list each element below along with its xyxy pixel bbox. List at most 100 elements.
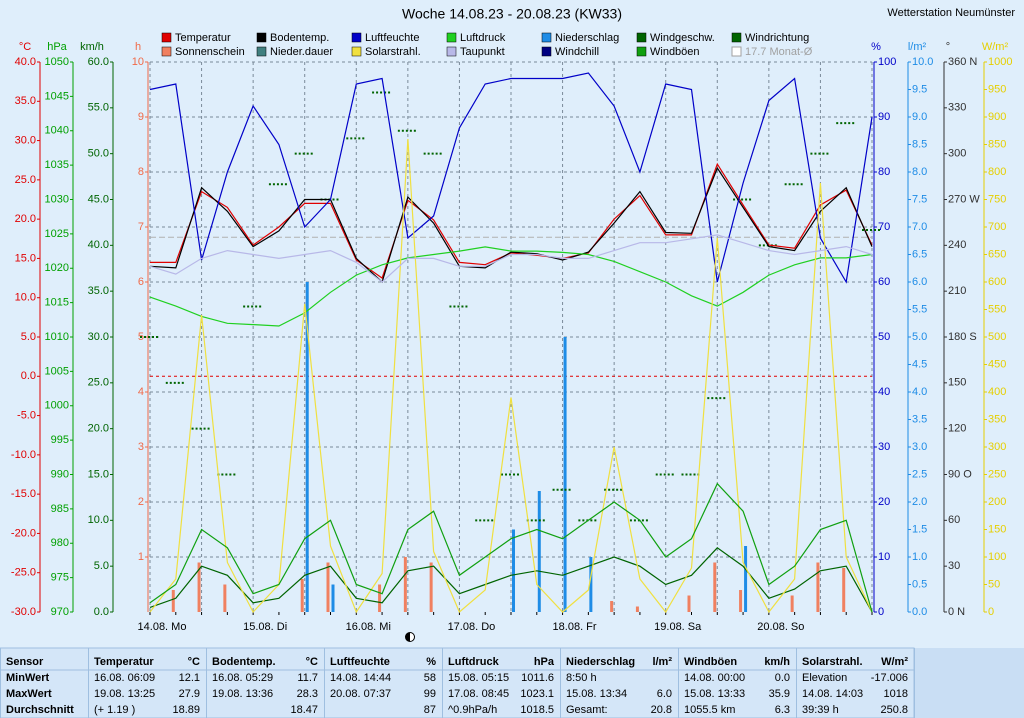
tick-label: 150 (948, 377, 966, 389)
line (149, 166, 873, 284)
legend-swatch (636, 32, 647, 43)
tick-label: 10.0 (912, 56, 933, 68)
tick-label: 6 (138, 276, 144, 288)
tick-label: -25.0 (11, 567, 36, 579)
tick-label: 5.5 (912, 303, 927, 315)
line (149, 246, 873, 327)
tick-label: 35.0 (88, 285, 109, 297)
tick-label: 0 (878, 606, 884, 618)
tick-label: 90 O (948, 468, 972, 480)
tick-label: 500 (988, 331, 1006, 343)
tick-label: 950 (988, 83, 1006, 95)
cell-label: 8:50 h (566, 672, 597, 684)
tick-label: 4 (138, 386, 144, 398)
legend-label: Luftdruck (460, 32, 506, 44)
tick-label: 30 (878, 441, 890, 453)
line (150, 162, 873, 280)
tick-label: 5.0 (21, 331, 36, 343)
line (149, 547, 873, 613)
cell-value: 87 (424, 704, 436, 716)
legend-swatch (636, 46, 647, 57)
legend-checkbox (731, 46, 742, 57)
tick-label: 8 (138, 166, 144, 178)
legend-swatch (256, 32, 267, 43)
tick-label: 120 (948, 423, 966, 435)
tick-label: 900 (988, 111, 1006, 123)
tick-label: 1030 (45, 193, 69, 205)
bar (171, 590, 175, 612)
tick-label: 400 (988, 386, 1006, 398)
tick-label: 7 (138, 221, 144, 233)
cell-value: 99 (424, 688, 436, 700)
tick-label: 970 (51, 606, 69, 618)
tick-label: 15.0 (88, 468, 109, 480)
bar (589, 557, 593, 612)
line (149, 138, 873, 614)
tick-label: 200 (988, 496, 1006, 508)
bar (403, 557, 407, 612)
bar (713, 562, 717, 612)
tick-label: 50 (988, 578, 1000, 590)
cell-value: 35.9 (769, 688, 790, 700)
tick-label: 5.0 (912, 331, 927, 343)
bar (842, 568, 846, 612)
axis-unit: % (871, 41, 881, 53)
legend-swatch (161, 32, 172, 43)
bar (429, 562, 433, 612)
cell-value: 27.9 (179, 688, 200, 700)
x-tick-label: 17.08. Do (448, 621, 496, 633)
cell-label: 15.08. 13:34 (566, 688, 627, 700)
cell-label: 15.08. 13:33 (684, 688, 745, 700)
column-header: Bodentemp. (212, 656, 276, 668)
cell-value: 6.3 (775, 704, 790, 716)
tick-label: 250 (988, 468, 1006, 480)
bar (305, 282, 309, 612)
cell-label: 16.08. 05:29 (212, 672, 273, 684)
tick-label: 40.0 (88, 239, 109, 251)
tick-label: 4.5 (912, 358, 927, 370)
tick-label: 30 (948, 560, 960, 572)
tick-label: 50 (878, 331, 890, 343)
tick-label: -15.0 (11, 488, 36, 500)
cell-label: ^0.9hPa/h (448, 704, 497, 716)
tick-label: -5.0 (17, 409, 36, 421)
legend-swatch (541, 32, 552, 43)
legend-label: Taupunkt (460, 46, 505, 58)
column-unit: hPa (534, 656, 555, 668)
tick-label: 60 (878, 276, 890, 288)
column-unit: km/h (764, 656, 790, 668)
tick-label: 1000 (988, 56, 1012, 68)
tick-label: 70 (878, 221, 890, 233)
tick-label: 995 (51, 434, 69, 446)
tick-label: 0.0 (912, 606, 927, 618)
tick-label: 8.0 (912, 166, 927, 178)
tick-label: 980 (51, 537, 69, 549)
tick-label: 30.0 (15, 134, 36, 146)
tick-label: 850 (988, 138, 1006, 150)
bar (378, 584, 382, 612)
cell-label: 14.08. 00:00 (684, 672, 745, 684)
bar (816, 562, 820, 612)
cell-label: 14.08. 14:03 (802, 688, 863, 700)
x-tick-label: 20.08. So (757, 621, 804, 633)
tick-label: 1045 (45, 90, 69, 102)
tick-label: 700 (988, 221, 1006, 233)
tick-label: 2 (138, 496, 144, 508)
tick-label: 1050 (45, 56, 69, 68)
bar (790, 595, 794, 612)
bar (300, 579, 304, 612)
tick-label: 20 (878, 496, 890, 508)
bar (610, 601, 614, 612)
tick-label: 25.0 (15, 174, 36, 186)
bar (739, 590, 743, 612)
legend-label: Nieder.dauer (270, 46, 333, 58)
tick-label: 7.5 (912, 193, 927, 205)
tick-label: 240 (948, 239, 966, 251)
tick-label: 100 (988, 551, 1006, 563)
tick-label: 30.0 (88, 331, 109, 343)
tick-label: 9 (138, 111, 144, 123)
tick-label: 300 (988, 441, 1006, 453)
axis-unit: h (135, 41, 141, 53)
tick-label: 45.0 (88, 193, 109, 205)
